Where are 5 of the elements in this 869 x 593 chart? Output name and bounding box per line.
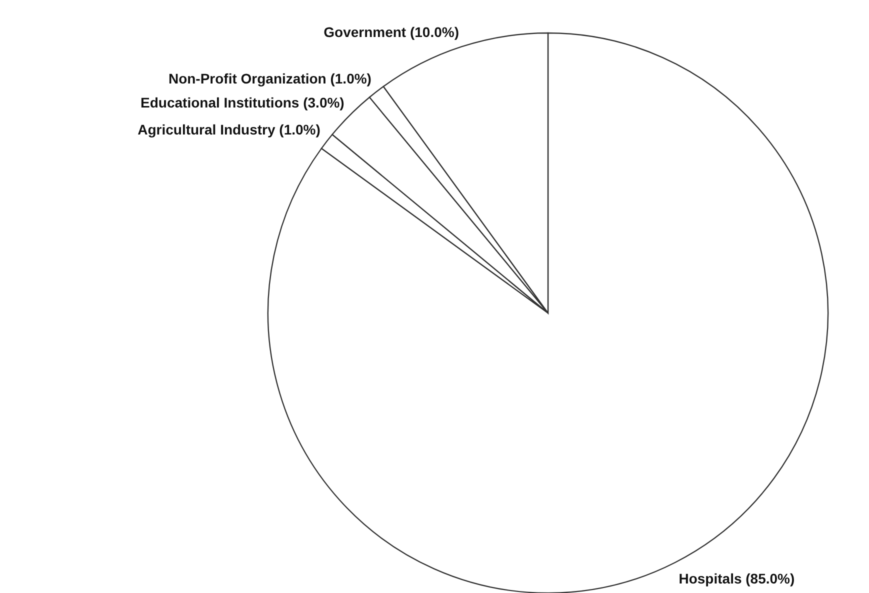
slice-label: Agricultural Industry (1.0%)	[138, 121, 320, 138]
slice-label: Government (10.0%)	[324, 24, 460, 40]
slice-label: Non-Profit Organization (1.0%)	[168, 70, 372, 86]
slice-label: Educational Institutions (3.0%)	[140, 94, 344, 110]
slice-label: Hospitals (85.0%)	[678, 570, 795, 587]
